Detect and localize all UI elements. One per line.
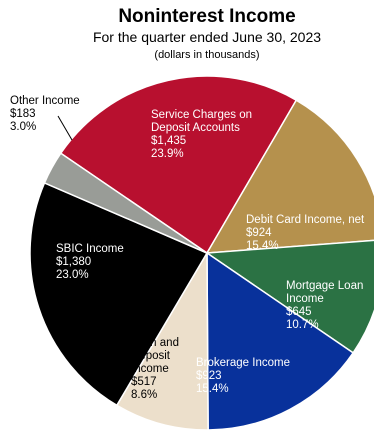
unit-note: (dollars in thousands)	[154, 49, 259, 61]
leader-line-other-income	[57, 115, 73, 141]
pie-slice-mortgage-loan-income	[204, 239, 374, 354]
chart-title: Noninterest Income	[118, 6, 295, 27]
pie-labels: Service Charges on Deposit Accounts $1,435…	[10, 95, 365, 401]
pie-slice-service-charges-on-deposit-accounts	[59, 75, 298, 255]
pie-slices	[29, 75, 374, 430]
slice-label-other-income: Other Income $183 3.0%	[10, 95, 80, 133]
slice-label-debit-card-income-net: Debit Card Income, net $924 15.4%	[246, 214, 365, 252]
pie-slice-sbic-income	[29, 181, 209, 407]
pie-slice-other-income	[43, 152, 208, 254]
slice-label-brokerage-income: Brokerage Income $923 15.4%	[196, 357, 290, 395]
slice-label-loan-and-deposit-income: Loan and Deposit Income $517 8.6%	[131, 337, 179, 401]
slice-label-mortgage-loan-income: Mortgage Loan Income $645 10.7%	[286, 280, 363, 331]
pie-slice-debit-card-income-net	[205, 99, 374, 254]
chart-subtitle: For the quarter ended June 30, 2023	[93, 29, 321, 45]
pie-slice-brokerage-income	[206, 251, 355, 430]
slice-label-sbic-income: SBIC Income $1,380 23.0%	[56, 243, 124, 281]
slice-label-service-charges-on-deposit-accounts: Service Charges on Deposit Accounts $1,435…	[151, 109, 252, 160]
